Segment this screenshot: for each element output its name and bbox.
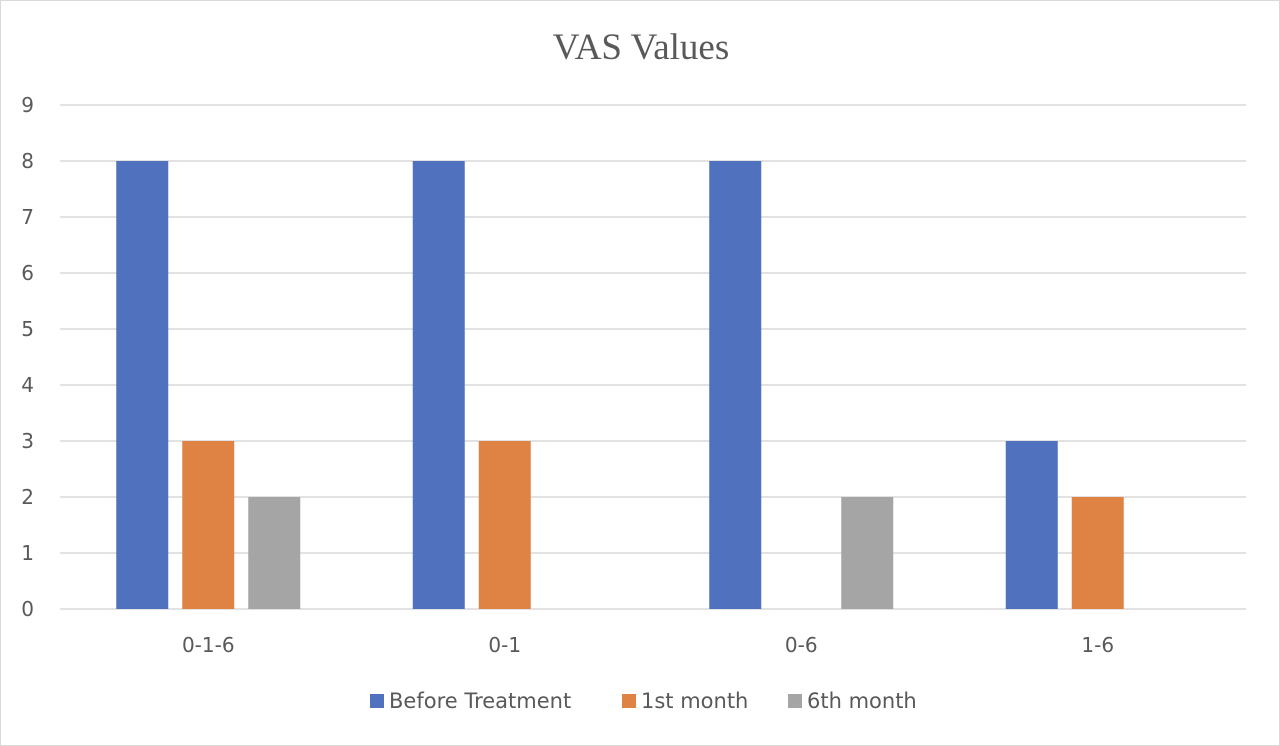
bar-0-1-1 bbox=[478, 441, 531, 609]
y-tick-label: 2 bbox=[21, 485, 34, 509]
bar-0-1-0 bbox=[412, 161, 465, 609]
legend: Before Treatment 1st month 6th month bbox=[370, 689, 917, 713]
x-axis-ticks: 0-1-6 0-1 0-6 1-6 bbox=[182, 633, 1114, 657]
y-tick-label: 7 bbox=[21, 205, 34, 229]
bar-1-6-1 bbox=[1071, 497, 1124, 609]
y-tick-label: 8 bbox=[21, 149, 34, 173]
bars bbox=[116, 161, 1124, 609]
chart-title: VAS Values bbox=[553, 27, 729, 68]
x-tick-label: 0-6 bbox=[785, 633, 818, 657]
bar-0-1-6-2 bbox=[248, 497, 301, 609]
y-axis-ticks: 0 1 2 3 4 5 6 7 8 9 bbox=[21, 93, 34, 621]
legend-label-0: Before Treatment bbox=[389, 689, 571, 713]
y-tick-label: 3 bbox=[21, 429, 34, 453]
y-tick-label: 6 bbox=[21, 261, 34, 285]
x-tick-label: 0-1 bbox=[488, 633, 521, 657]
legend-swatch-1 bbox=[622, 694, 636, 708]
x-tick-label: 1-6 bbox=[1081, 633, 1114, 657]
legend-label-1: 1st month bbox=[641, 689, 748, 713]
y-tick-label: 1 bbox=[21, 541, 34, 565]
bar-0-6-0 bbox=[709, 161, 762, 609]
y-tick-label: 5 bbox=[21, 317, 34, 341]
y-tick-label: 9 bbox=[21, 93, 34, 117]
y-tick-label: 0 bbox=[21, 597, 34, 621]
y-tick-label: 4 bbox=[21, 373, 34, 397]
legend-swatch-0 bbox=[370, 694, 384, 708]
bar-0-1-6-0 bbox=[116, 161, 169, 609]
bar-1-6-0 bbox=[1005, 441, 1058, 609]
legend-label-2: 6th month bbox=[807, 689, 917, 713]
bar-0-6-2 bbox=[841, 497, 894, 609]
bar-0-1-6-1 bbox=[182, 441, 235, 609]
x-tick-label: 0-1-6 bbox=[182, 633, 235, 657]
legend-swatch-2 bbox=[788, 694, 802, 708]
gridlines bbox=[60, 104, 1246, 610]
